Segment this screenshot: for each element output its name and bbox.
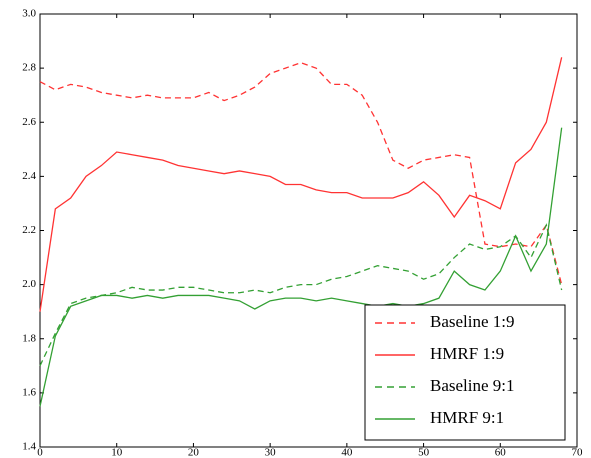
legend-label: Baseline 9:1 (430, 376, 515, 395)
x-tick-label: 30 (265, 447, 277, 458)
series-line (39, 127, 563, 407)
series-line (39, 62, 563, 285)
y-tick-label: 2.0 (22, 278, 36, 290)
x-tick-label: 50 (418, 447, 430, 458)
legend-label: HMRF 9:1 (430, 408, 504, 427)
legend-box (364, 304, 566, 441)
legend-label: HMRF 1:9 (430, 344, 504, 363)
y-tick-label: 3.0 (22, 8, 36, 20)
legend-label: Baseline 1:9 (430, 312, 515, 331)
x-tick-label: 0 (37, 447, 43, 458)
x-tick-label: 20 (188, 447, 200, 458)
series-line (39, 223, 563, 367)
y-tick-label: 1.6 (22, 386, 36, 398)
series-line (39, 57, 563, 312)
y-tick-label: 2.6 (22, 116, 36, 128)
y-tick-label: 2.2 (22, 224, 36, 236)
y-tick-label: 2.4 (22, 170, 36, 182)
x-tick-label: 70 (572, 447, 584, 458)
x-tick-label: 40 (341, 447, 353, 458)
y-tick-label: 1.8 (22, 332, 36, 344)
y-tick-label: 1.4 (22, 441, 36, 453)
x-tick-label: 10 (111, 447, 123, 458)
y-tick-label: 2.8 (22, 62, 36, 74)
x-tick-label: 60 (495, 447, 507, 458)
